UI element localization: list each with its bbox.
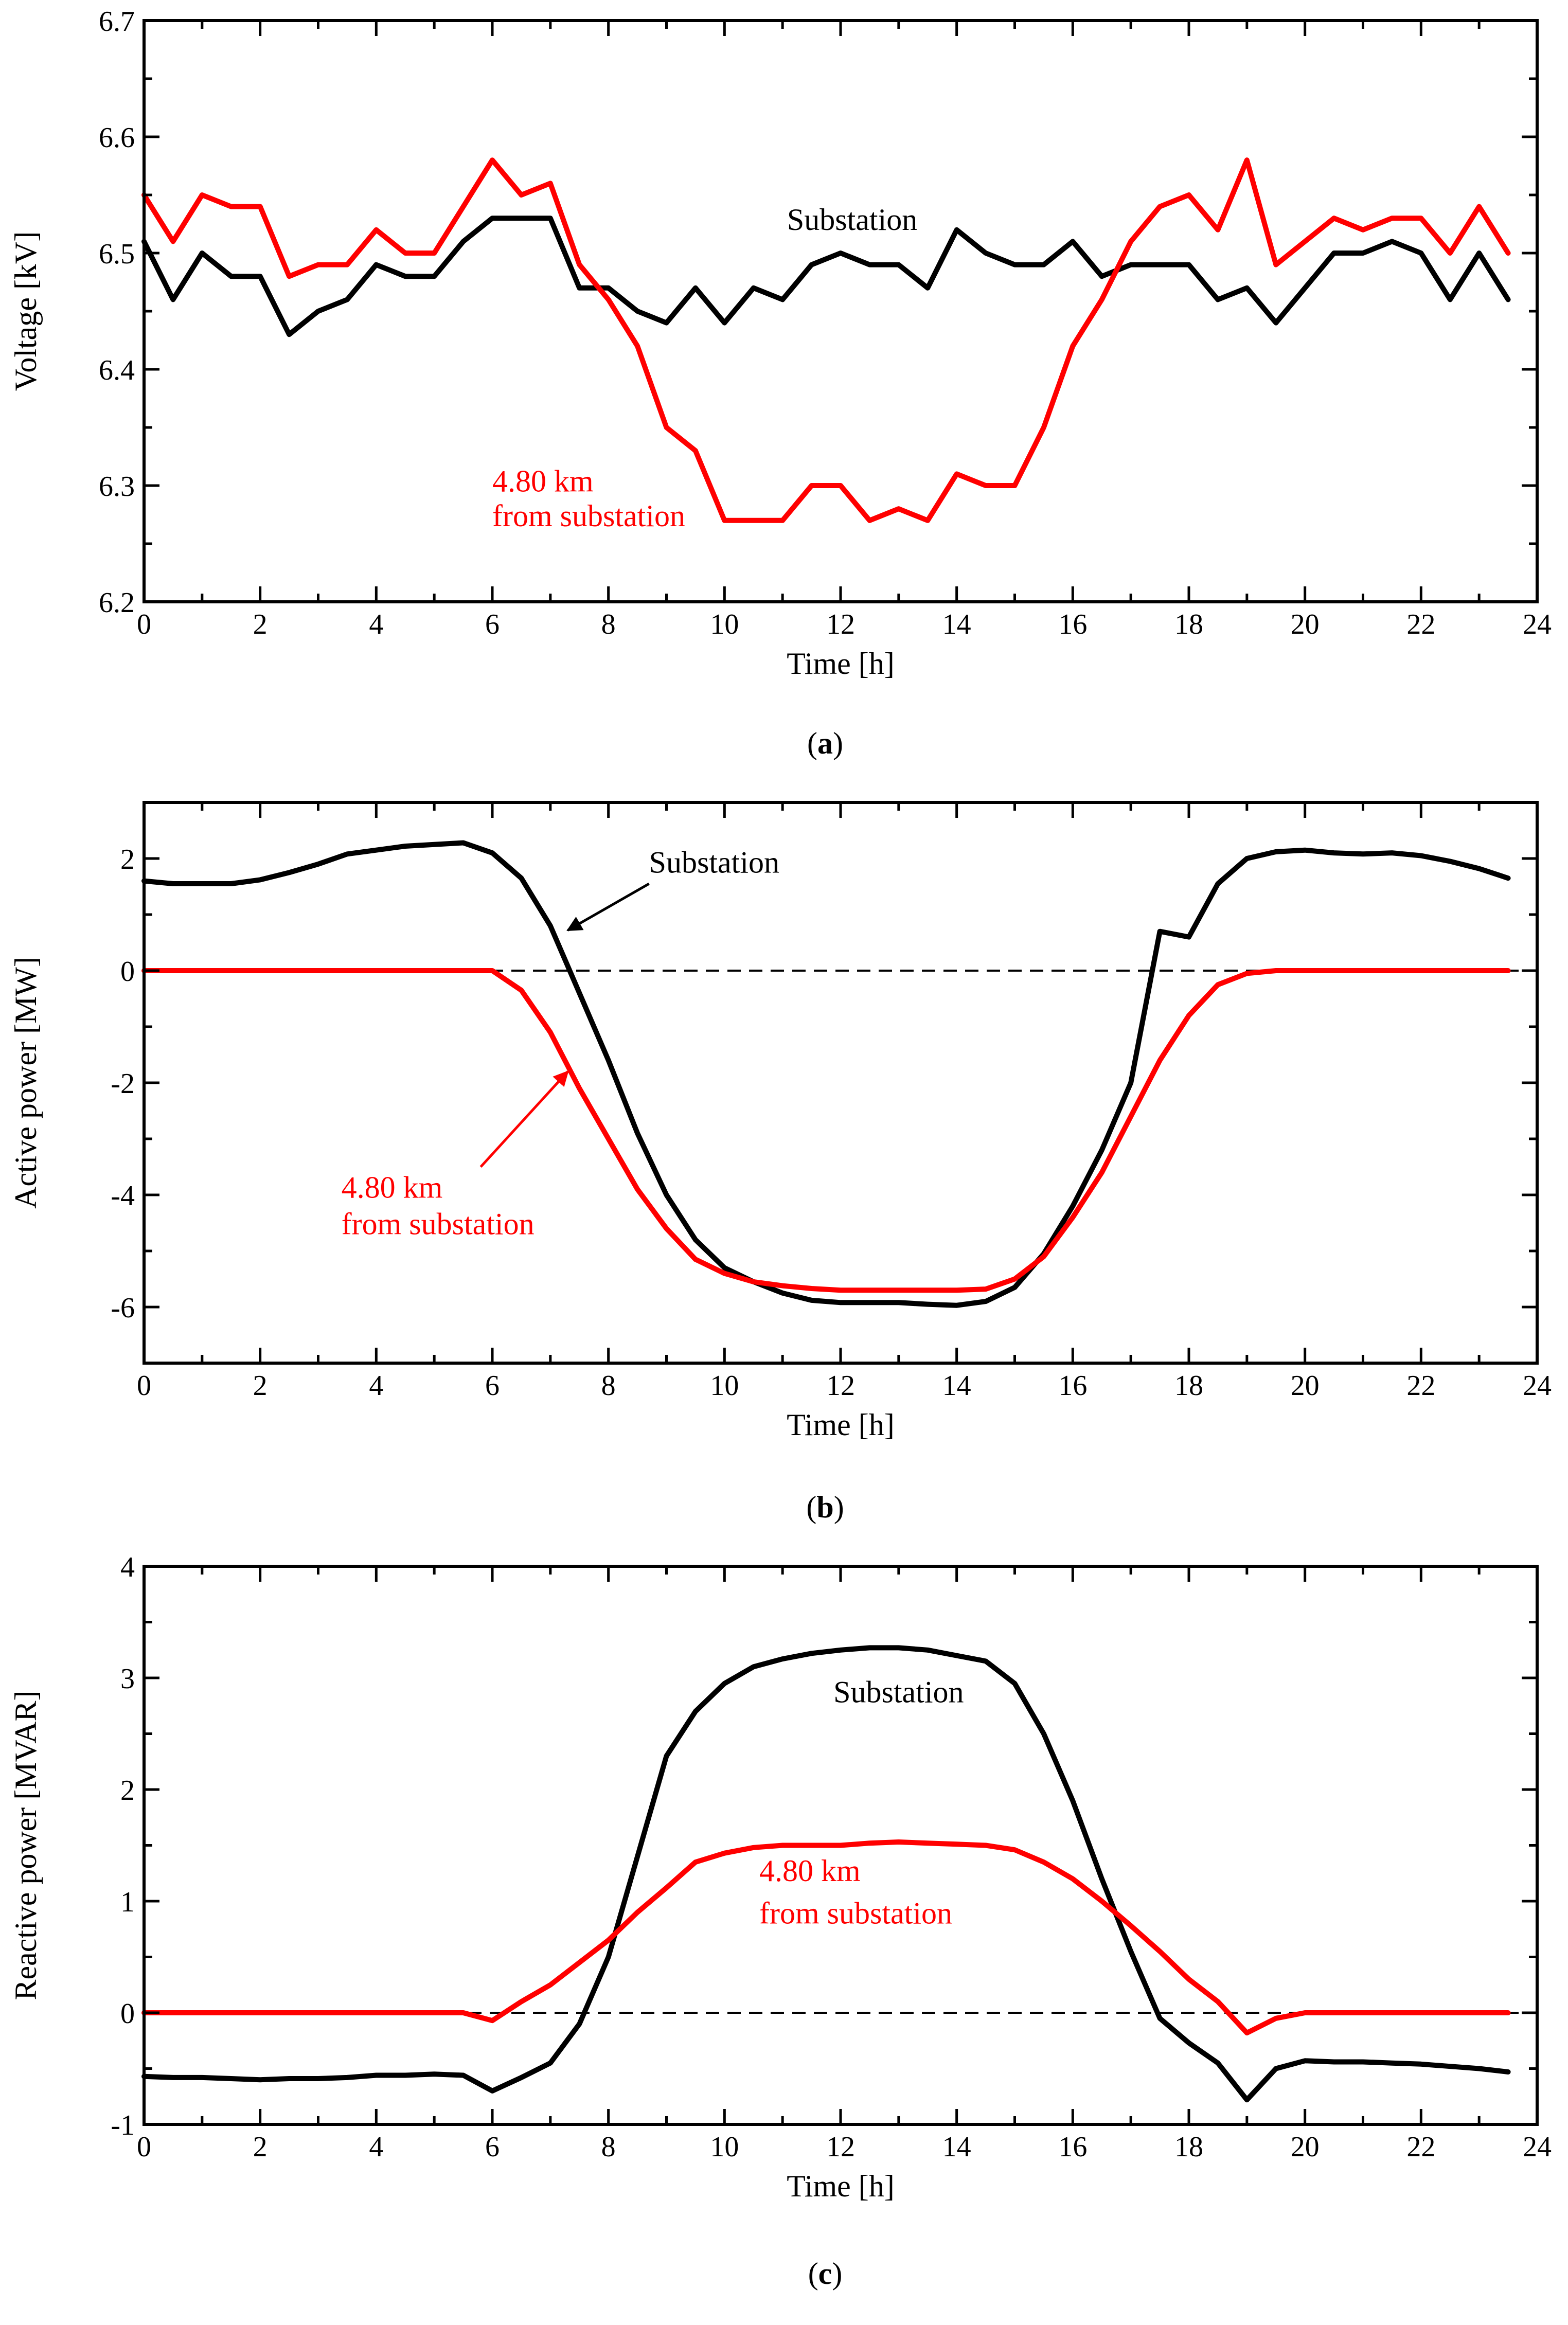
x-tick-label: 18 — [1174, 609, 1203, 640]
series-line-substation — [141, 1645, 1511, 2103]
series-line-substation — [141, 840, 1511, 1308]
y-tick-label: 2 — [120, 844, 135, 875]
y-axis-title: Voltage [kV] — [9, 231, 43, 391]
x-axis-title: Time [h] — [787, 647, 894, 681]
x-tick-label: 2 — [253, 609, 268, 640]
x-tick-label: 20 — [1291, 609, 1320, 640]
x-tick-label: 24 — [1523, 609, 1552, 640]
panel-caption-open: ( — [807, 726, 817, 760]
y-tick-label: 6.5 — [99, 238, 135, 270]
series-annotation: from substation — [342, 1207, 534, 1241]
x-axis-title: Time [h] — [787, 2169, 894, 2203]
x-tick-label: 24 — [1523, 1370, 1552, 1402]
y-tick-label: -4 — [111, 1180, 135, 1212]
x-tick-label: 10 — [710, 1370, 739, 1402]
x-tick-label: 20 — [1291, 1370, 1320, 1402]
series-annotation: 4.80 km — [492, 464, 594, 498]
y-tick-label: 6.7 — [99, 6, 135, 38]
y-axis-title: Active power [MW] — [9, 957, 43, 1209]
x-tick-label: 6 — [485, 609, 500, 640]
series-line-substation — [141, 216, 1511, 337]
x-tick-label: 8 — [601, 2131, 616, 2163]
x-tick-label: 6 — [485, 2131, 500, 2163]
x-tick-label: 12 — [826, 609, 855, 640]
x-tick-label: 6 — [485, 1370, 500, 1402]
x-tick-label: 4 — [369, 609, 383, 640]
y-tick-label: 3 — [120, 1663, 135, 1695]
x-tick-label: 22 — [1406, 609, 1435, 640]
x-tick-label: 8 — [601, 609, 616, 640]
panel-caption-close: ) — [832, 2257, 842, 2291]
y-tick-label: 6.4 — [99, 354, 135, 386]
series-annotation: Substation — [649, 845, 779, 879]
x-axis-title: Time [h] — [787, 1408, 894, 1442]
x-tick-label: 2 — [253, 2131, 268, 2163]
y-tick-label: 0 — [120, 956, 135, 988]
series-annotation: from substation — [759, 1896, 952, 1930]
panel-caption-close: ) — [833, 726, 843, 760]
x-tick-label: 14 — [942, 1370, 971, 1402]
panel-caption-close: ) — [834, 1490, 844, 1524]
annotation-arrow — [566, 882, 650, 932]
panel-caption-open: ( — [806, 1490, 816, 1524]
x-tick-label: 2 — [253, 1370, 268, 1402]
plot-frame — [142, 801, 1539, 1365]
x-tick-label: 14 — [942, 2131, 971, 2163]
x-tick-label: 24 — [1523, 2131, 1552, 2163]
x-tick-label: 14 — [942, 609, 971, 640]
x-tick-label: 16 — [1058, 2131, 1087, 2163]
x-tick-label: 0 — [137, 609, 151, 640]
x-tick-label: 4 — [369, 2131, 383, 2163]
panel-caption-open: ( — [808, 2257, 818, 2291]
x-tick-label: 4 — [369, 1370, 383, 1402]
x-tick-label: 0 — [137, 2131, 151, 2163]
x-tick-label: 16 — [1058, 1370, 1087, 1402]
panel-caption-letter: b — [816, 1490, 833, 1524]
x-tick-label: 22 — [1406, 1370, 1435, 1402]
y-tick-label: 6.2 — [99, 587, 135, 619]
panel-caption: (c) — [808, 2257, 843, 2291]
y-tick-label: 6.3 — [99, 471, 135, 503]
x-tick-label: 8 — [601, 1370, 616, 1402]
x-tick-label: 18 — [1174, 2131, 1203, 2163]
y-tick-label: 1 — [120, 1886, 135, 1918]
panel-caption-letter: c — [818, 2257, 832, 2291]
x-tick-label: 0 — [137, 1370, 151, 1402]
x-tick-label: 18 — [1174, 1370, 1203, 1402]
y-tick-label: 4 — [120, 1551, 135, 1583]
series-annotation: Substation — [787, 203, 917, 237]
panel-caption: (b) — [806, 1490, 844, 1524]
series-annotation: 4.80 km — [342, 1170, 443, 1204]
chart-panel-a: 0 2 4 6 8 10 12 14 16 18 20 22 246.26.36.46.56.66.7T… — [9, 6, 1552, 760]
x-tick-label: 12 — [826, 1370, 855, 1402]
y-axis-title: Reactive power [MVAR] — [9, 1690, 43, 2000]
annotation-arrow — [479, 1070, 569, 1168]
panel-caption-letter: a — [817, 726, 833, 760]
x-tick-label: 10 — [710, 2131, 739, 2163]
series-line-remote — [141, 1839, 1511, 2036]
series-line-remote — [141, 157, 1511, 523]
y-tick-label: -2 — [111, 1068, 135, 1100]
x-tick-label: 22 — [1406, 2131, 1435, 2163]
x-tick-label: 10 — [710, 609, 739, 640]
series-annotation: 4.80 km — [759, 1854, 861, 1888]
y-tick-label: 0 — [120, 1998, 135, 2030]
y-tick-label: 2 — [120, 1775, 135, 1807]
x-tick-label: 20 — [1291, 2131, 1320, 2163]
x-tick-label: 12 — [826, 2131, 855, 2163]
plot-frame — [142, 19, 1539, 603]
y-tick-label: 6.6 — [99, 122, 135, 154]
series-annotation: from substation — [492, 499, 685, 533]
y-tick-label: -1 — [111, 2109, 135, 2141]
series-line-remote — [141, 968, 1511, 1293]
series-annotation: Substation — [833, 1675, 964, 1709]
x-tick-label: 16 — [1058, 609, 1087, 640]
panel-caption: (a) — [807, 726, 843, 760]
y-tick-label: -6 — [111, 1292, 135, 1324]
